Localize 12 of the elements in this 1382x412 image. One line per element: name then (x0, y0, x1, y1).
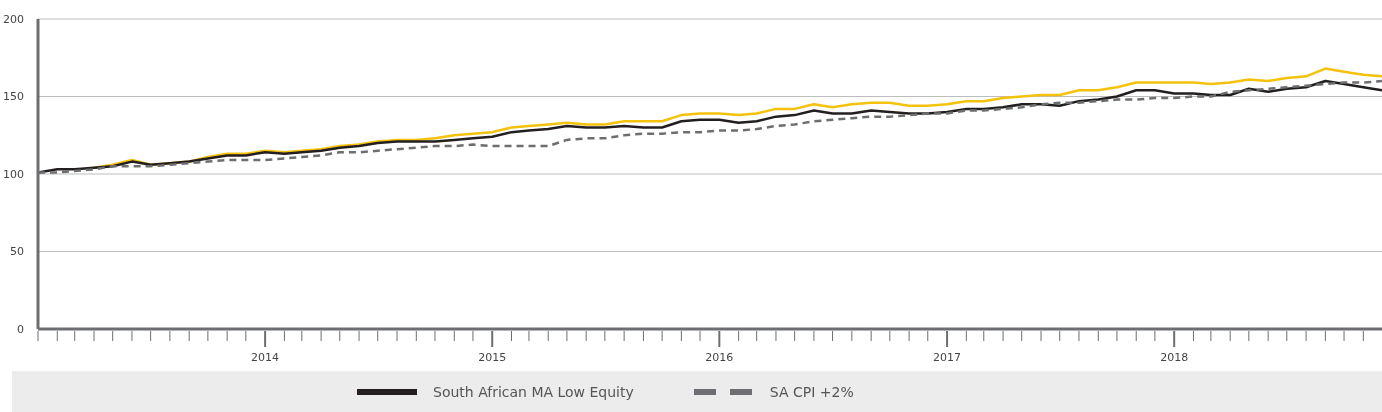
y-tick-label: 200 (3, 12, 24, 26)
legend-label: SA CPI +2% (769, 383, 854, 400)
y-tick-label: 100 (3, 167, 24, 181)
x-tick-label: 2017 (933, 351, 962, 364)
y-tick-label: 150 (3, 90, 24, 104)
y-tick-label: 50 (10, 245, 24, 259)
legend-label: South African MA Low Equity (433, 383, 634, 400)
x-tick-label: 2015 (478, 351, 507, 364)
x-tick-label: 2016 (705, 351, 734, 364)
x-tick-label: 2018 (1160, 351, 1189, 364)
y-tick-label: 0 (17, 322, 24, 336)
x-tick-label: 2014 (251, 351, 280, 364)
